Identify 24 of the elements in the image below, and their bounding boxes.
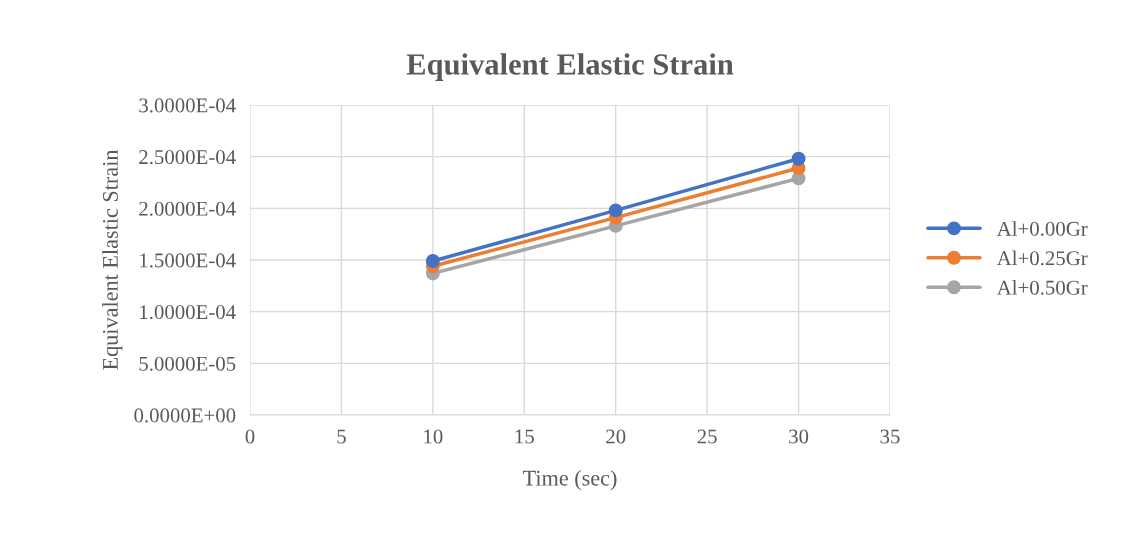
point [608,203,623,218]
x-tick-label: 20 [606,429,626,444]
x-tick-label: 10 [424,429,443,444]
legend-label: Al+0.50Gr [996,280,1088,295]
y-tick-label: 1.0000E-04 [140,305,236,320]
y-axis-title: Equivalent Elastic Strain [102,149,123,370]
x-axis-title: Time (sec) [522,470,617,491]
y-tick-label: 5.0000E-05 [139,356,236,371]
y-tick-label: 1.5000E-04 [140,253,236,268]
x-tick-label: 15 [515,429,534,444]
x-tick-label: 25 [697,429,717,444]
legend-label: Al+0.25Gr [996,250,1088,266]
y-tick-label: 2.5000E-04 [139,150,236,165]
y-tick-label: 2.0000E-04 [139,201,236,216]
x-tick-label: 35 [880,429,900,444]
y-tick-label: 0.0000E+00 [134,408,236,423]
point [791,151,806,166]
x-tick-label: 30 [789,429,809,444]
legend-label: Al+0.00Gr [996,221,1088,236]
x-tick-label: 5 [337,429,346,444]
y-tick-label: 3.0000E-04 [139,98,236,113]
x-tick-label: 0 [245,429,255,444]
point [425,254,440,268]
chart-title: Equivalent Elastic Strain [406,53,734,81]
